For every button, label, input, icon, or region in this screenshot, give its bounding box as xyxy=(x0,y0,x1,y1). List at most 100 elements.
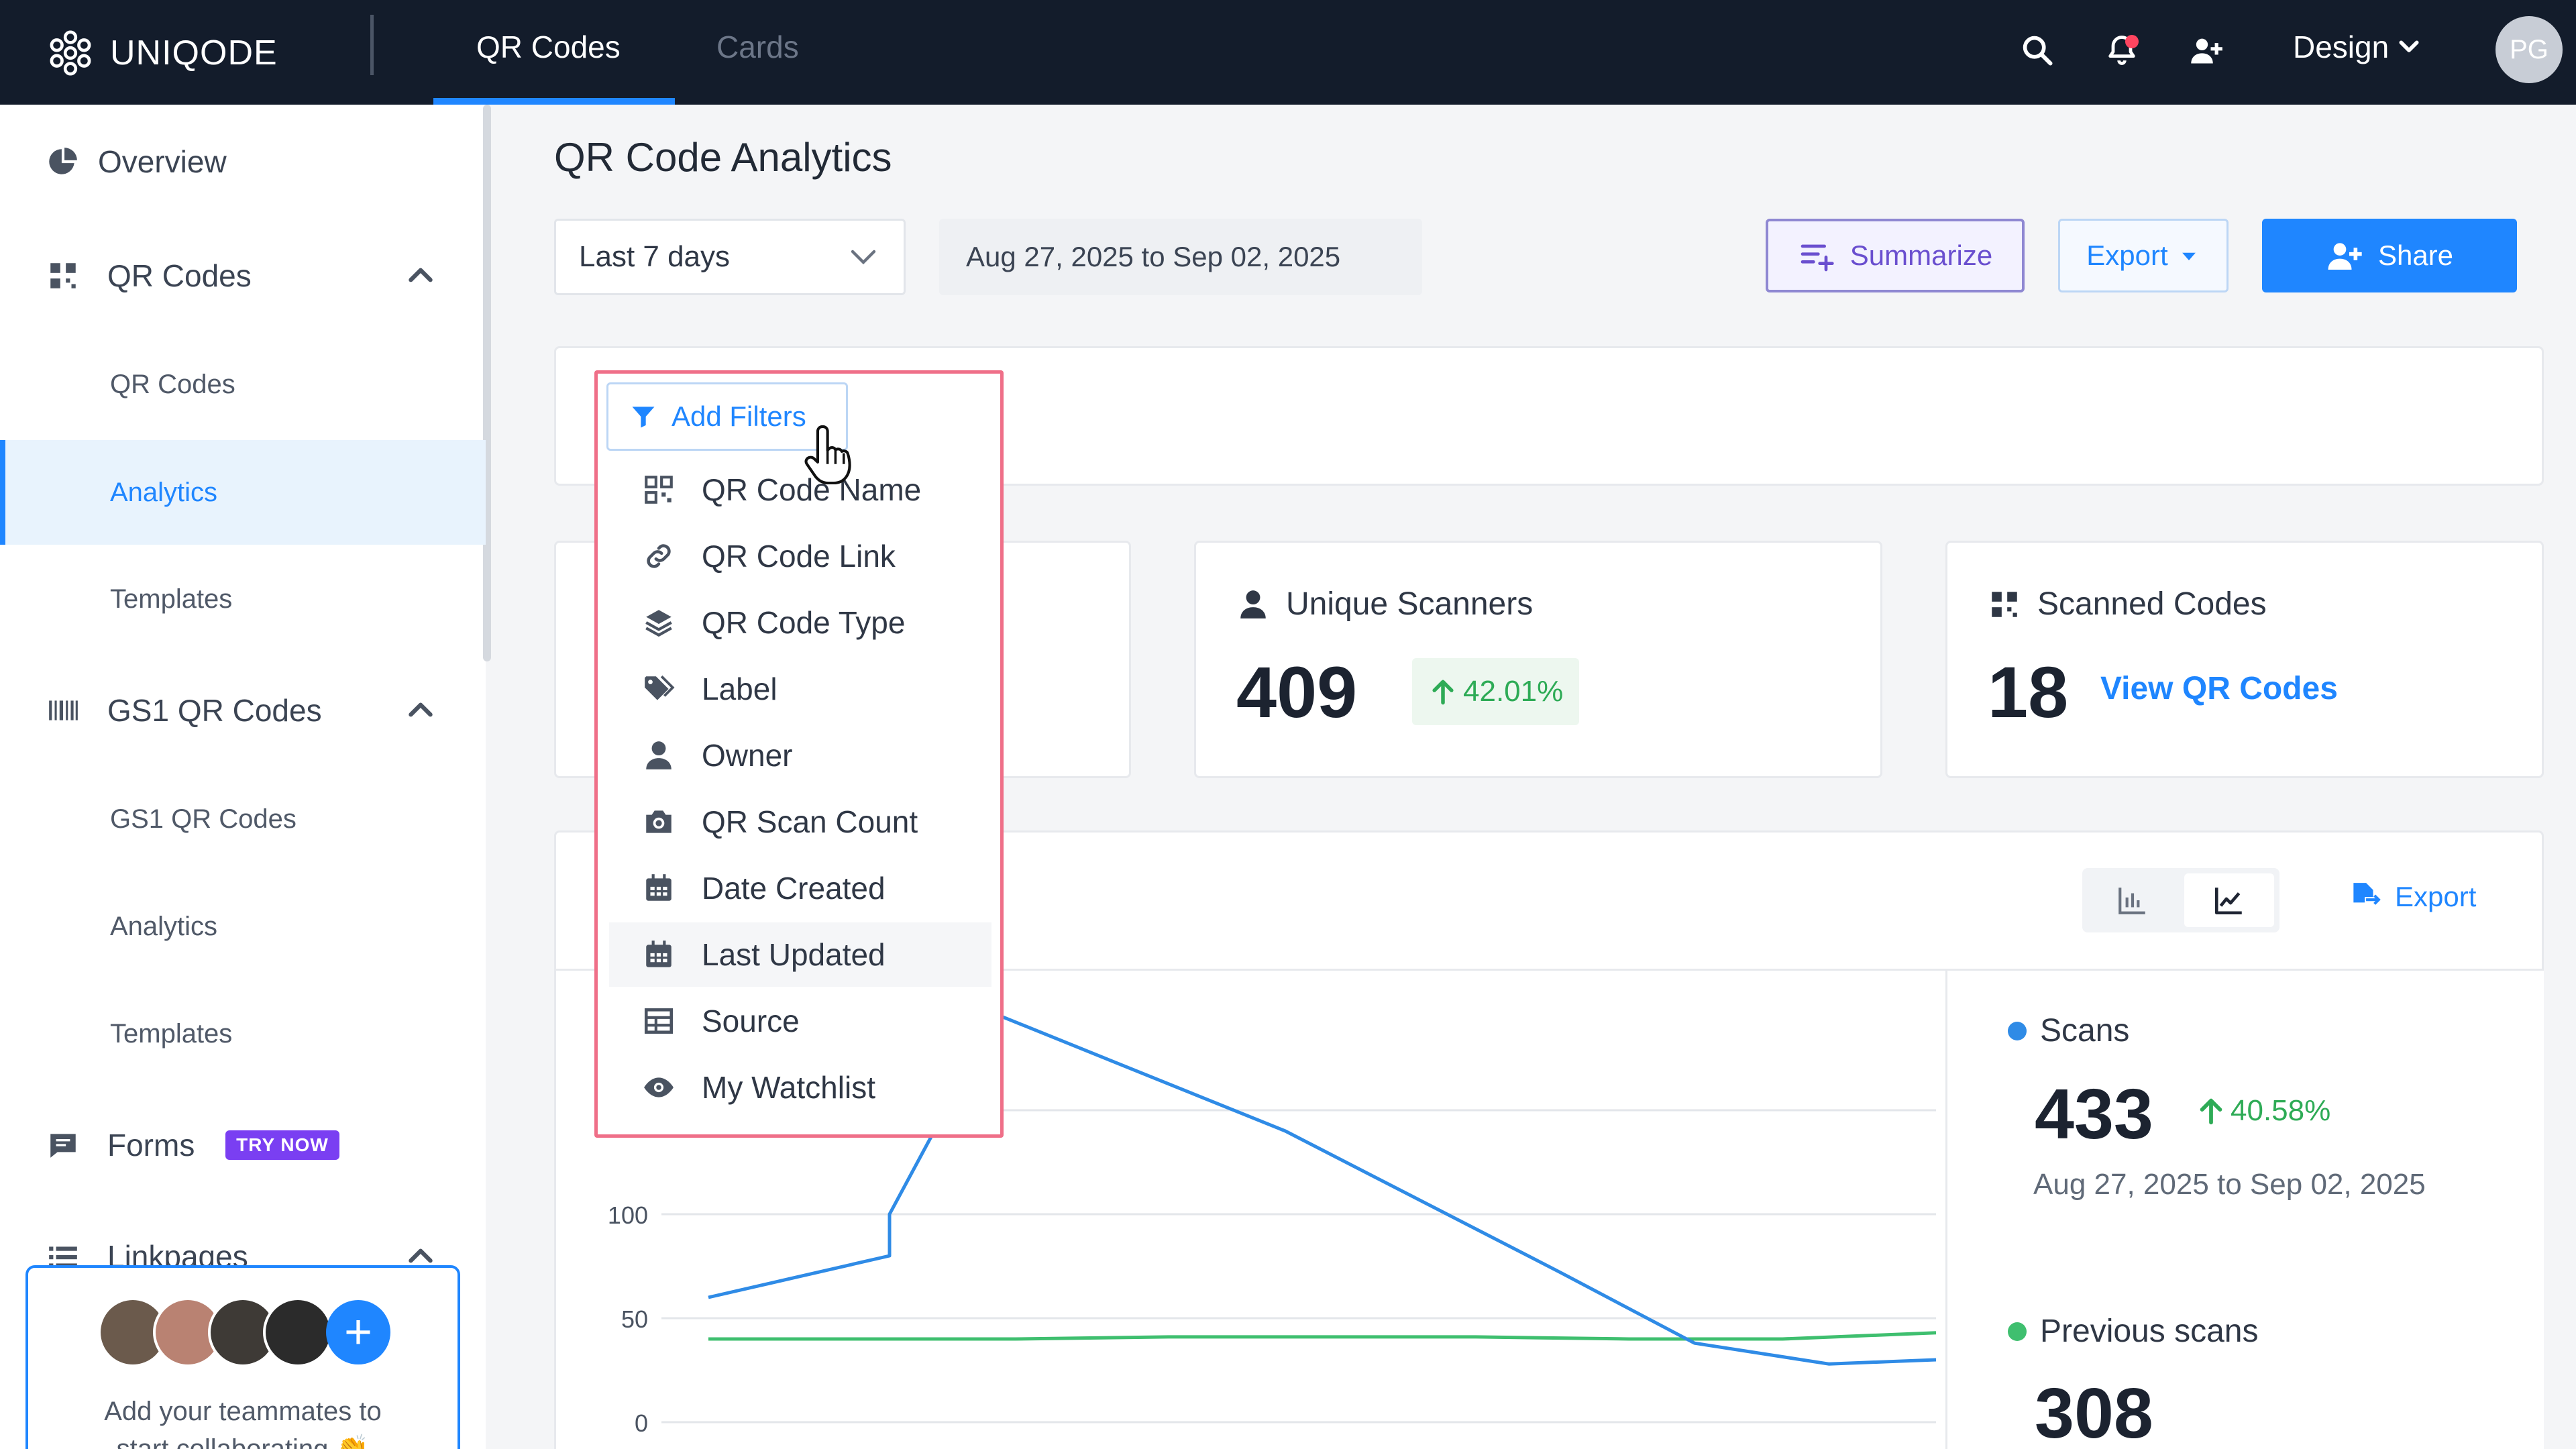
hand-cursor-icon xyxy=(804,425,851,485)
filter-option-qr-code-type[interactable]: QR Code Type xyxy=(609,590,991,655)
chart-export-button[interactable]: Export xyxy=(2348,880,2476,914)
invite-text-line: start collaborating 👏 xyxy=(116,1434,370,1449)
filter-option-label: QR Code Name xyxy=(702,472,922,507)
tab-qr-codes[interactable]: QR Codes xyxy=(476,30,621,64)
filter-icon xyxy=(632,407,655,428)
legend-label: Scans xyxy=(2040,1013,2130,1049)
date-range-select[interactable]: Last 7 days xyxy=(554,219,906,295)
add-filters-label: Add Filters xyxy=(672,400,806,432)
stat-value: 18 xyxy=(1988,651,2069,733)
export-button[interactable]: Export xyxy=(2058,219,2229,292)
filter-option-label: Source xyxy=(702,1004,800,1038)
sidebar-label: GS1 QR Codes xyxy=(107,693,322,728)
person-icon xyxy=(1240,590,1266,619)
notifications-button[interactable] xyxy=(2097,25,2147,75)
filter-option-source[interactable]: Source xyxy=(609,989,991,1053)
notification-dot xyxy=(2125,35,2139,48)
scans-total: 433 xyxy=(2035,1075,2153,1154)
brand-logo[interactable]: UNIQODE xyxy=(44,21,278,85)
stat-title: Scanned Codes xyxy=(1988,586,2267,623)
share-button[interactable]: Share xyxy=(2262,219,2517,292)
search-button[interactable] xyxy=(2012,25,2062,75)
date-range-value: Last 7 days xyxy=(579,240,731,273)
add-filters-button[interactable]: Add Filters xyxy=(606,382,848,451)
sidebar-item-qr-codes[interactable]: QR Codes xyxy=(0,347,486,421)
calendar-icon xyxy=(641,871,676,906)
filter-option-date-created[interactable]: Date Created xyxy=(609,856,991,920)
sidebar-item-gs1-analytics[interactable]: Analytics xyxy=(0,890,486,963)
arrow-up-icon xyxy=(1432,680,1454,705)
invite-user-button[interactable] xyxy=(2182,25,2231,75)
link-icon xyxy=(641,539,676,574)
user-avatar[interactable]: PG xyxy=(2496,16,2563,83)
line-chart-icon xyxy=(2214,888,2242,915)
chevron-up-icon[interactable] xyxy=(404,259,437,292)
sidebar-item-gs1-templates[interactable]: Templates xyxy=(0,997,486,1071)
filter-option-qr-code-link[interactable]: QR Code Link xyxy=(609,524,991,588)
chevron-up-icon[interactable] xyxy=(404,1240,437,1273)
view-qr-codes-link[interactable]: View QR Codes xyxy=(2100,671,2338,706)
chevron-down-icon xyxy=(2399,40,2419,52)
summarize-button[interactable]: Summarize xyxy=(1766,219,2025,292)
legend-dot xyxy=(2008,1322,2027,1341)
tab-cards[interactable]: Cards xyxy=(716,30,799,64)
filter-option-label: QR Code Type xyxy=(702,605,906,640)
workspace-switcher[interactable]: Design xyxy=(2293,25,2422,68)
legend-previous-scans[interactable]: Previous scans xyxy=(2008,1313,2258,1350)
qr-grid-icon xyxy=(44,257,82,294)
try-now-badge: TRY NOW xyxy=(225,1130,339,1160)
sidebar-section-qr-codes[interactable]: QR Codes xyxy=(0,239,486,313)
chart-legend-panel: Scans 433 40.58% Aug 27, 2025 to Sep 02,… xyxy=(1945,971,2544,1449)
add-teammate-button[interactable]: + xyxy=(326,1300,390,1364)
add-user-icon xyxy=(2328,243,2362,270)
chevron-down-icon xyxy=(851,250,876,265)
sidebar-item-overview[interactable]: Overview xyxy=(0,125,486,199)
chevron-up-icon[interactable] xyxy=(404,694,437,727)
legend-scans[interactable]: Scans xyxy=(2008,1012,2129,1049)
avatar xyxy=(263,1297,333,1367)
filter-option-owner[interactable]: Owner xyxy=(609,723,991,788)
sidebar-label: Overview xyxy=(98,144,227,179)
sidebar-label: Analytics xyxy=(110,911,218,941)
sidebar-section-gs1-qr-codes[interactable]: GS1 QR Codes xyxy=(0,674,486,747)
scanned-codes-card: Scanned Codes 18 View QR Codes xyxy=(1945,541,2544,778)
sidebar-label: GS1 QR Codes xyxy=(110,804,297,834)
person-icon xyxy=(641,738,676,773)
filter-option-qr-code-name[interactable]: QR Code Name xyxy=(609,458,991,522)
logo-icon xyxy=(50,30,91,76)
workspace-name: Design xyxy=(2293,30,2390,64)
bar-chart-icon xyxy=(2118,888,2145,914)
add-user-icon xyxy=(2191,38,2222,64)
filter-option-my-watchlist[interactable]: My Watchlist xyxy=(609,1055,991,1120)
filter-option-label[interactable]: Label xyxy=(609,657,991,721)
summarize-label: Summarize xyxy=(1849,239,1993,271)
filter-option-qr-scan-count[interactable]: QR Scan Count xyxy=(609,790,991,854)
active-tab-indicator xyxy=(433,98,675,105)
sidebar-item-analytics[interactable]: Analytics xyxy=(0,440,486,545)
scans-growth: 40.58% xyxy=(2196,1094,2330,1128)
sidebar-item-templates[interactable]: Templates xyxy=(0,562,486,636)
bar-chart-toggle[interactable] xyxy=(2088,873,2178,927)
filter-option-last-updated[interactable]: Last Updated xyxy=(609,922,991,987)
chart-type-toggle xyxy=(2082,868,2279,932)
invite-text-line: Add your teammates to xyxy=(104,1397,382,1426)
layers-icon xyxy=(641,605,676,640)
series-line-previous-scans[interactable] xyxy=(708,1331,1937,1341)
date-range-display[interactable]: Aug 27, 2025 to Sep 02, 2025 xyxy=(939,219,1422,295)
filter-dropdown-menu xyxy=(597,373,1001,1135)
stat-title-text: Scanned Codes xyxy=(2037,586,2267,622)
sidebar-item-forms[interactable]: Forms TRY NOW xyxy=(0,1108,486,1182)
divider xyxy=(554,969,2544,971)
invite-teammates-card[interactable]: + Add your teammates to start collaborat… xyxy=(25,1265,460,1449)
scans-date-range: Aug 27, 2025 to Sep 02, 2025 xyxy=(2033,1168,2426,1201)
sidebar xyxy=(0,105,486,1449)
filter-option-label: QR Scan Count xyxy=(702,804,918,839)
sidebar-item-gs1-qr-codes[interactable]: GS1 QR Codes xyxy=(0,782,486,856)
series-line-scans[interactable] xyxy=(708,1012,1937,1366)
invite-text: Add your teammates to start collaboratin… xyxy=(28,1393,458,1449)
line-chart-toggle[interactable] xyxy=(2184,873,2274,927)
chart-export-label: Export xyxy=(2395,881,2477,912)
filter-option-label: My Watchlist xyxy=(702,1070,875,1105)
table-icon xyxy=(641,1004,676,1038)
dropdown-highlight-frame xyxy=(594,370,1004,1138)
